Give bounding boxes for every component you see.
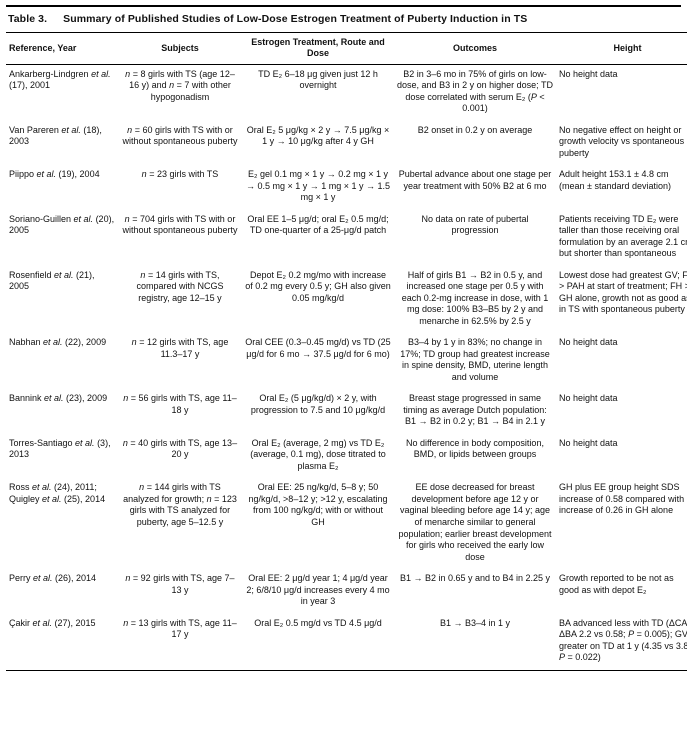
table-caption: Table 3. Summary of Published Studies of …	[6, 5, 681, 32]
cell-height: BA advanced less with TD (ΔCA/ΔBA 2.2 vs…	[559, 617, 687, 663]
table-label: Table 3.	[8, 13, 48, 25]
cell-subjects: n = 12 girls with TS, age 11.3–17 y	[131, 337, 229, 359]
cell-outcomes: B3–4 by 1 y in 83%; no change in 17%; TD…	[400, 337, 550, 382]
cell-treatment: Oral E₂ (average, 2 mg) vs TD E₂ (averag…	[250, 437, 386, 471]
table-row: Ankarberg-Lindgren et al. (17), 2001 n = …	[6, 64, 687, 121]
cell-height: Lowest dose had greatest GV; FH > PAH at…	[559, 269, 687, 315]
table-row: Ross et al. (24), 2011; Quigley et al. (…	[6, 478, 687, 569]
cell-height: No height data	[559, 68, 618, 79]
cell-subjects: n = 14 girls with TS, compared with NCGS…	[136, 269, 224, 303]
column-header-reference: Reference, Year	[6, 32, 118, 65]
cell-height: Patients receiving TD E₂ were taller tha…	[559, 213, 687, 259]
table-header: Reference, Year Subjects Estrogen Treatmen…	[6, 32, 687, 65]
cell-reference: Bannink et al. (23), 2009	[9, 393, 108, 404]
cell-outcomes: B2 onset in 0.2 y on average	[417, 124, 533, 135]
cell-outcomes: EE dose decreased for breast development…	[398, 482, 552, 562]
cell-subjects: n = 8 girls with TS (age 12–16 y) and n …	[125, 68, 235, 102]
table-row: Çakir et al. (27), 2015 n = 13 girls with…	[6, 614, 687, 671]
table-row: Perry et al. (26), 2014 n = 92 girls with…	[6, 569, 687, 614]
cell-treatment: Oral E₂ (5 μg/kg/d) × 2 y, with progress…	[250, 393, 386, 415]
cell-height: No height data	[559, 437, 618, 448]
cell-subjects: n = 23 girls with TS	[141, 169, 219, 180]
table-body: Ankarberg-Lindgren et al. (17), 2001 n = …	[6, 64, 687, 670]
column-header-treatment: Estrogen Treatment, Route and Dose	[242, 32, 394, 65]
cell-subjects: n = 56 girls with TS, age 11–18 y	[123, 393, 237, 415]
cell-height: Growth reported to be not as good as wit…	[559, 573, 674, 595]
cell-subjects: n = 704 girls with TS with or without sp…	[122, 213, 238, 236]
cell-height: No height data	[559, 393, 618, 404]
table-row: Rosenfield et al. (21), 2005 n = 14 girls…	[6, 266, 687, 334]
cell-outcomes: Pubertal advance about one stage per yea…	[398, 169, 552, 191]
cell-subjects: n = 40 girls with TS, age 13–20 y	[122, 437, 238, 460]
table-row: Piippo et al. (19), 2004 n = 23 girls wit…	[6, 165, 687, 210]
table-row: Torres-Santiago et al. (3), 2013 n = 40 g…	[6, 434, 687, 479]
cell-treatment: Oral EE: 2 μg/d year 1; 4 μg/d year 2; 6…	[246, 573, 390, 607]
cell-reference: Perry et al. (26), 2014	[9, 573, 97, 584]
table-row: Bannink et al. (23), 2009 n = 56 girls wi…	[6, 389, 687, 434]
cell-height: No height data	[559, 337, 618, 348]
cell-treatment: Oral EE 1–5 μg/d; oral E₂ 0.5 mg/d; TD o…	[247, 213, 389, 236]
cell-outcomes: Breast stage progressed in same timing a…	[403, 393, 547, 427]
column-header-height: Height	[556, 32, 687, 65]
cell-treatment: TD E₂ 6–18 μg given just 12 h overnight	[258, 68, 378, 91]
column-header-subjects: Subjects	[118, 32, 242, 65]
table-row: Soriano-Guillen et al. (20), 2005 n = 704…	[6, 210, 687, 266]
cell-subjects: n = 92 girls with TS, age 7–13 y	[125, 573, 235, 595]
table-row: Nabhan et al. (22), 2009 n = 12 girls wit…	[6, 333, 687, 389]
table-title: Summary of Published Studies of Low-Dose…	[63, 13, 528, 25]
cell-subjects: n = 13 girls with TS, age 11–17 y	[123, 617, 237, 640]
cell-outcomes: Half of girls B1 → B2 in 0.5 y, and incr…	[401, 269, 549, 326]
cell-subjects: n = 144 girls with TS analyzed for growt…	[123, 482, 237, 527]
cell-height: GH plus EE group height SDS increase of …	[559, 482, 685, 516]
cell-outcomes: No data on rate of pubertal progression	[421, 213, 529, 236]
studies-table: Reference, Year Subjects Estrogen Treatmen…	[6, 32, 687, 671]
cell-treatment: Oral CEE (0.3–0.45 mg/d) vs TD (25 μg/d …	[245, 337, 391, 359]
cell-reference: Van Pareren et al. (18), 2003	[9, 124, 102, 147]
cell-reference: Rosenfield et al. (21), 2005	[9, 269, 95, 292]
cell-reference: Piippo et al. (19), 2004	[9, 169, 100, 180]
cell-reference: Soriano-Guillen et al. (20), 2005	[9, 213, 115, 236]
cell-treatment: E₂ gel 0.1 mg × 1 y → 0.2 mg × 1 y → 0.5…	[245, 169, 391, 203]
cell-reference: Çakir et al. (27), 2015	[9, 617, 96, 628]
table-row: Van Pareren et al. (18), 2003 n = 60 girl…	[6, 121, 687, 166]
cell-reference: Torres-Santiago et al. (3), 2013	[9, 437, 111, 460]
header-row: Reference, Year Subjects Estrogen Treatmen…	[6, 32, 687, 65]
cell-outcomes: B2 in 3–6 mo in 75% of girls on low-dose…	[397, 68, 553, 114]
cell-outcomes: No difference in body composition, BMD, …	[406, 437, 544, 460]
cell-reference: Ross et al. (24), 2011; Quigley et al. (…	[9, 482, 106, 504]
cell-treatment: Oral E₂ 5 μg/kg × 2 y → 7.5 μg/kg × 1 y …	[246, 124, 390, 147]
cell-outcomes: B1 → B3–4 in 1 y	[439, 617, 511, 628]
cell-treatment: Depot E₂ 0.2 mg/mo with increase of 0.2 …	[245, 269, 391, 303]
cell-reference: Ankarberg-Lindgren et al. (17), 2001	[9, 68, 111, 91]
cell-subjects: n = 60 girls with TS with or without spo…	[122, 124, 238, 147]
cell-treatment: Oral EE: 25 ng/kg/d, 5–8 y; 50 ng/kg/d, …	[248, 482, 388, 527]
cell-height: Adult height 153.1 ± 4.8 cm (mean ± stan…	[559, 169, 671, 191]
column-header-outcomes: Outcomes	[394, 32, 556, 65]
cell-reference: Nabhan et al. (22), 2009	[9, 337, 107, 348]
cell-treatment: Oral E₂ 0.5 mg/d vs TD 4.5 μg/d	[254, 617, 382, 628]
cell-height: No negative effect on height or growth v…	[559, 124, 685, 158]
cell-outcomes: B1 → B2 in 0.65 y and to B4 in 2.25 y	[399, 573, 551, 584]
